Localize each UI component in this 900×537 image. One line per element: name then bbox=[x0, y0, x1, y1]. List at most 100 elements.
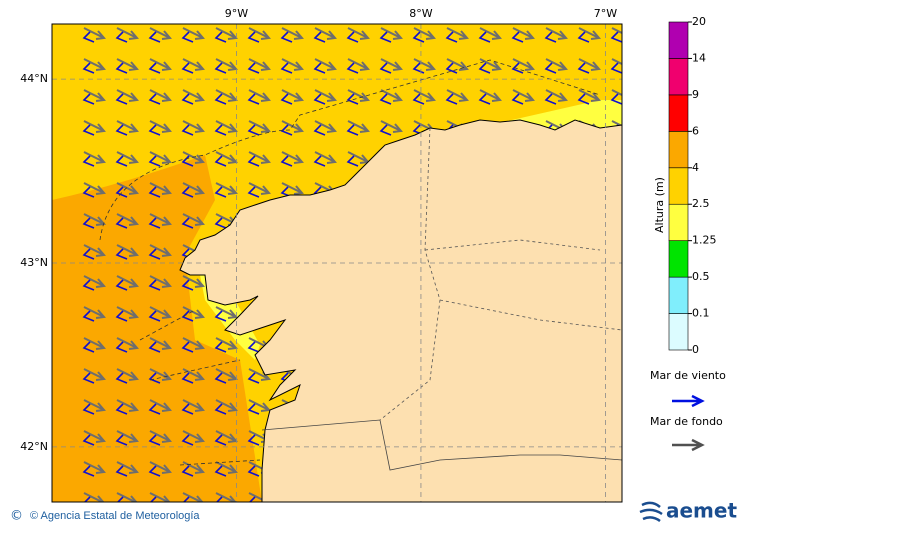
swell-arrow bbox=[248, 151, 271, 164]
colorbar-label: 0.5 bbox=[692, 270, 710, 283]
swell-arrow bbox=[314, 27, 337, 40]
wind-arrow bbox=[247, 124, 260, 136]
wind-arrow bbox=[82, 341, 95, 353]
swell-arrow bbox=[149, 306, 172, 319]
swell-arrow bbox=[116, 151, 139, 164]
wind-arrow bbox=[181, 434, 194, 446]
swell-arrow bbox=[116, 368, 139, 381]
wind-arrow bbox=[247, 155, 260, 167]
swell-arrow bbox=[215, 399, 238, 412]
swell-arrow bbox=[611, 58, 622, 66]
colorbar-bin bbox=[668, 167, 689, 205]
wind-arrow bbox=[82, 403, 95, 415]
wind-arrow bbox=[148, 124, 161, 136]
wind-arrow bbox=[82, 62, 95, 74]
swell-arrow bbox=[347, 120, 370, 133]
swell-arrow bbox=[83, 430, 106, 443]
wind-arrow bbox=[247, 372, 260, 384]
colorbar-bin bbox=[668, 131, 689, 169]
wind-arrow bbox=[148, 31, 161, 43]
swell-arrow bbox=[645, 90, 665, 101]
wind-arrow bbox=[610, 62, 622, 74]
swell-arrow bbox=[182, 213, 205, 226]
map-frame bbox=[51, 23, 623, 503]
swell-arrow bbox=[215, 430, 238, 443]
swell-arrow bbox=[645, 307, 665, 318]
swell-arrow bbox=[578, 89, 601, 102]
wind-arrow bbox=[82, 186, 95, 198]
swell-arrow bbox=[248, 120, 271, 133]
swell-arrow bbox=[446, 89, 469, 102]
swell-arrow bbox=[182, 368, 205, 381]
swell-arrow bbox=[479, 89, 502, 102]
wind-arrow bbox=[181, 372, 194, 384]
swell-arrow bbox=[314, 151, 337, 164]
swell-arrow bbox=[380, 120, 403, 133]
swell-arrow bbox=[281, 89, 304, 102]
wind-arrow bbox=[412, 31, 425, 43]
wind-arrow bbox=[115, 62, 128, 74]
swell-arrow bbox=[116, 89, 139, 102]
wind-arrow bbox=[82, 279, 95, 291]
zone-border bbox=[99, 59, 601, 466]
swell-arrow bbox=[479, 58, 502, 71]
wind-arrow bbox=[214, 31, 227, 43]
wind-arrow bbox=[379, 31, 392, 43]
swell-arrow bbox=[611, 120, 622, 128]
colorbar-label: 9 bbox=[692, 88, 699, 101]
wind-arrow bbox=[248, 496, 256, 502]
wind-arrow bbox=[82, 434, 95, 446]
wind-arrow bbox=[645, 63, 655, 73]
swell-arrow bbox=[578, 27, 601, 40]
swell-arrow bbox=[413, 89, 436, 102]
wind-arrow bbox=[214, 341, 227, 353]
swell-arrow bbox=[149, 399, 172, 412]
wind-arrow bbox=[346, 124, 359, 136]
colorbar-bin bbox=[668, 58, 689, 96]
swell-arrow bbox=[215, 461, 238, 474]
wind-arrow bbox=[214, 186, 227, 198]
wind-arrow bbox=[115, 279, 128, 291]
wind-arrow bbox=[148, 403, 161, 415]
wind-arrow bbox=[280, 31, 293, 43]
swell-arrow bbox=[83, 89, 106, 102]
wind-arrow bbox=[313, 93, 326, 105]
swell-arrow bbox=[116, 58, 139, 71]
swell-arrow bbox=[149, 368, 172, 381]
wind-arrow bbox=[148, 155, 161, 167]
wind-arrow bbox=[478, 62, 491, 74]
swell-arrow bbox=[215, 306, 238, 319]
wind-arrow bbox=[181, 403, 194, 415]
wind-arrow bbox=[645, 311, 655, 321]
wind-arrow bbox=[313, 31, 326, 43]
wind-arrow bbox=[181, 310, 194, 322]
wind-arrow bbox=[645, 404, 655, 414]
colorbar-label: 20 bbox=[692, 15, 706, 28]
wind-arrow bbox=[214, 465, 227, 477]
swell-arrow bbox=[347, 58, 370, 71]
wind-arrow bbox=[379, 124, 392, 136]
swell-arrow bbox=[83, 151, 106, 164]
swell-arrow bbox=[116, 492, 138, 502]
x-tick-label: 7°W bbox=[594, 7, 617, 20]
wind-arrow bbox=[511, 31, 524, 43]
wind-arrow bbox=[115, 124, 128, 136]
sea-high bbox=[52, 155, 262, 502]
wind-arrow bbox=[645, 94, 655, 104]
wind-arrow bbox=[148, 279, 161, 291]
wind-arrow bbox=[379, 62, 392, 74]
swell-arrow bbox=[281, 182, 304, 195]
swell-arrow bbox=[83, 275, 106, 288]
swell-arrow bbox=[116, 306, 139, 319]
wind-arrow bbox=[313, 62, 326, 74]
wind-arrow bbox=[247, 62, 260, 74]
swell-arrow bbox=[413, 58, 436, 71]
swell-arrow bbox=[281, 58, 304, 71]
wind-arrow bbox=[214, 372, 227, 384]
colorbar-bin bbox=[668, 94, 689, 132]
wind-arrow bbox=[214, 434, 227, 446]
x-tick-label: 9°W bbox=[225, 7, 248, 20]
swell-arrow bbox=[149, 58, 172, 71]
swell-arrow bbox=[182, 461, 205, 474]
wind-arrow bbox=[214, 217, 227, 229]
